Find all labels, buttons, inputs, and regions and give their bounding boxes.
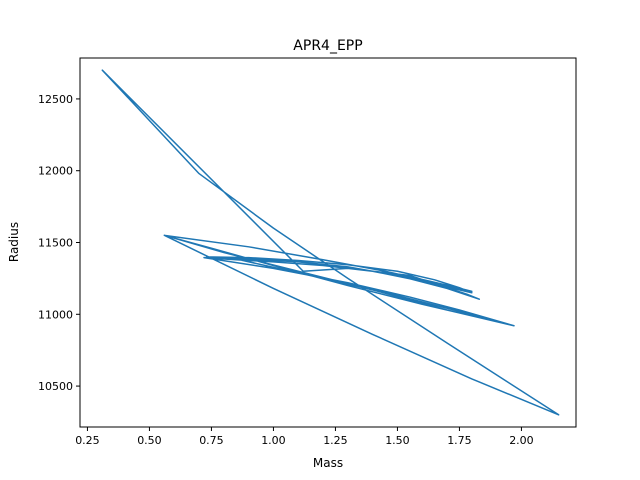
x-tick-label: 1.00	[261, 434, 286, 447]
chart-title: APR4_EPP	[293, 38, 362, 54]
y-tick-label: 11500	[38, 237, 73, 250]
y-tick-label: 12500	[38, 93, 73, 106]
y-axis-ticks: 10500 11000 11500 12000 12500	[38, 93, 80, 393]
x-tick-label: 1.50	[385, 434, 410, 447]
x-tick-label: 0.75	[199, 434, 224, 447]
series-layer	[101, 69, 560, 416]
x-tick-label: 0.25	[75, 434, 100, 447]
y-tick-label: 11000	[38, 308, 73, 321]
y-tick-label: 12000	[38, 165, 73, 178]
x-tick-label: 1.75	[447, 434, 472, 447]
y-tick-label: 10500	[38, 380, 73, 393]
x-tick-label: 0.50	[137, 434, 162, 447]
x-axis-label: Mass	[313, 456, 343, 470]
x-axis-ticks: 0.25 0.50 0.75 1.00 1.25 1.50 1.75 2.00	[75, 427, 534, 447]
series-line	[101, 69, 560, 416]
x-tick-label: 2.00	[509, 434, 534, 447]
x-tick-label: 1.25	[323, 434, 348, 447]
y-axis-label: Radius	[7, 222, 21, 262]
